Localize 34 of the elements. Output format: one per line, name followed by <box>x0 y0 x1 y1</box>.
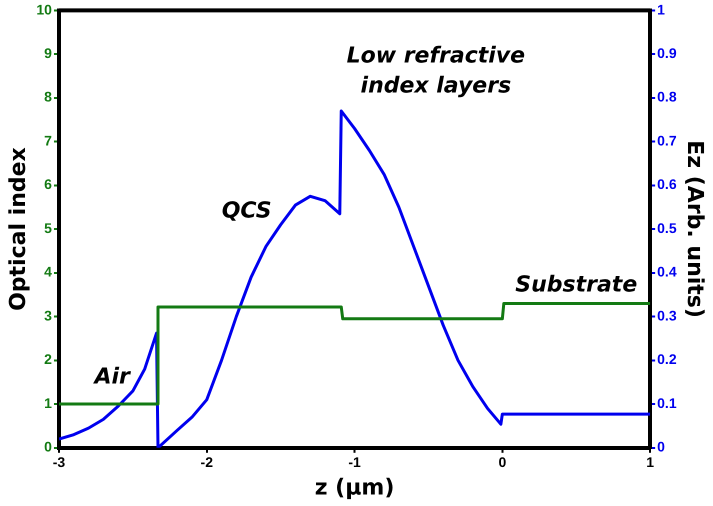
y-tick-label: 6 <box>44 176 52 192</box>
y-tick-label: 5 <box>44 220 52 236</box>
y-tick-label: 4 <box>44 264 52 280</box>
y-tick-label: 8 <box>44 88 52 105</box>
annotation: Low refractive index layers <box>346 43 526 98</box>
x-tick-label: -1 <box>348 454 361 470</box>
y2-tick-label: 0.1 <box>657 394 677 411</box>
x-tick-label: -3 <box>52 454 66 470</box>
y-tick-label: 3 <box>44 307 52 324</box>
y2-tick-label: 0.3 <box>657 307 677 324</box>
y-tick-label: 0 <box>44 438 52 455</box>
y2-tick-label: 0.9 <box>657 45 677 61</box>
y-tick-label: 2 <box>44 351 52 368</box>
y2-tick-label: 0.4 <box>657 264 677 280</box>
y-tick-label: 10 <box>36 1 52 18</box>
annotation: QCS <box>222 198 272 224</box>
y2-tick-label: 0.5 <box>657 220 677 236</box>
x-axis-title: z (μm) <box>314 476 394 501</box>
y-tick-label: 1 <box>44 394 52 411</box>
y-tick-label: 7 <box>44 132 52 148</box>
annotation: Substrate <box>515 272 638 298</box>
y-tick-label: 9 <box>44 45 52 61</box>
x-tick-label: 0 <box>498 454 506 470</box>
y2-tick-label: 0 <box>657 438 666 455</box>
y-axis-title: Optical index <box>6 147 31 311</box>
x-tick-label: -2 <box>200 454 214 470</box>
y2-axis-title: Ez (Arb. units) <box>682 140 708 318</box>
y2-tick-label: 0.7 <box>657 132 677 148</box>
x-tick-label: 1 <box>646 454 654 470</box>
y2-tick-label: 0.8 <box>657 88 677 105</box>
y2-tick-label: 1 <box>657 1 666 18</box>
annotation: Air <box>92 364 132 390</box>
y2-tick-label: 0.2 <box>657 351 677 368</box>
y2-tick-label: 0.6 <box>657 176 677 192</box>
